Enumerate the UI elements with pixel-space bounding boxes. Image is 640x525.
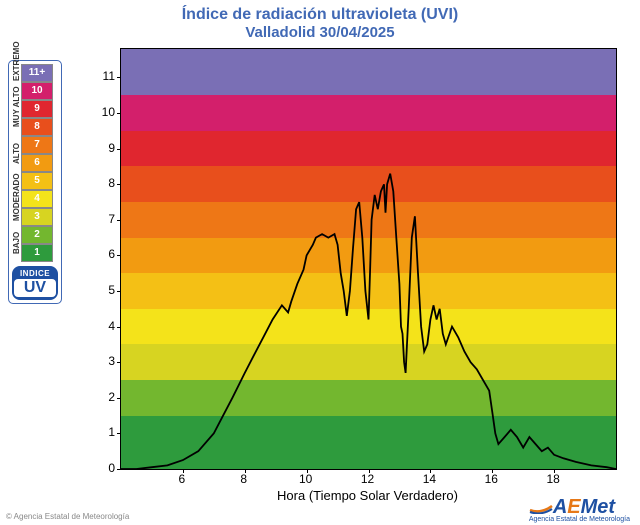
y-tick-label: 2 <box>95 390 115 404</box>
legend-category-row: EXTREMO11+ <box>12 64 58 82</box>
legend-swatch: 4 <box>21 190 53 208</box>
legend-swatch: 1 <box>21 244 53 262</box>
y-tick-label: 6 <box>95 247 115 261</box>
logo-e: E <box>567 496 580 518</box>
y-tick-label: 9 <box>95 141 115 155</box>
y-tick-mark <box>117 220 121 221</box>
y-tick-mark <box>117 362 121 363</box>
copyright-text: © Agencia Estatal de Meteorología <box>6 512 129 521</box>
legend-swatch: 11+ <box>21 64 53 82</box>
x-tick-label: 18 <box>546 472 559 486</box>
legend-swatch: 6 <box>21 154 53 172</box>
legend-swatch: 2 <box>21 226 53 244</box>
legend-category-label: BAJO <box>12 226 21 260</box>
chart-subtitle: Valladolid 30/04/2025 <box>0 24 640 41</box>
x-tick-label: 8 <box>240 472 247 486</box>
legend-swatch: 5 <box>21 172 53 190</box>
plot-area <box>120 48 617 470</box>
legend-swatch: 3 <box>21 208 53 226</box>
legend-category-label: ALTO <box>12 136 21 170</box>
badge-uv-text: UV <box>14 279 56 297</box>
y-tick-mark <box>117 469 121 470</box>
x-tick-label: 14 <box>423 472 436 486</box>
legend-swatch: 7 <box>21 136 53 154</box>
y-tick-label: 8 <box>95 176 115 190</box>
y-tick-mark <box>117 77 121 78</box>
y-tick-label: 1 <box>95 425 115 439</box>
legend-category-row: BAJO21 <box>12 226 58 262</box>
aemet-logo: AEMet Agencia Estatal de Meteorología <box>529 496 630 523</box>
y-tick-mark <box>117 398 121 399</box>
logo-a: A <box>553 496 567 518</box>
legend-category-row: ALTO76 <box>12 136 58 172</box>
y-tick-label: 4 <box>95 319 115 333</box>
uv-legend: EXTREMO11+MUY ALTO1098ALTO76MODERADO543B… <box>8 60 62 304</box>
x-tick-label: 6 <box>179 472 186 486</box>
x-tick-label: 10 <box>299 472 312 486</box>
y-tick-label: 11 <box>95 69 115 83</box>
y-tick-label: 5 <box>95 283 115 297</box>
y-tick-mark <box>117 149 121 150</box>
uvi-line <box>121 49 616 469</box>
legend-swatch: 8 <box>21 118 53 136</box>
x-tick-label: 16 <box>485 472 498 486</box>
legend-swatch: 9 <box>21 100 53 118</box>
uv-index-badge: INDICE UV <box>12 266 58 300</box>
legend-category-label: MUY ALTO <box>12 82 21 132</box>
legend-swatch: 10 <box>21 82 53 100</box>
legend-category-row: MUY ALTO1098 <box>12 82 58 136</box>
y-tick-mark <box>117 255 121 256</box>
y-tick-label: 7 <box>95 212 115 226</box>
legend-category-label: MODERADO <box>12 172 21 222</box>
chart-title: Índice de radiación ultravioleta (UVI) <box>0 0 640 24</box>
y-tick-mark <box>117 113 121 114</box>
badge-indice-text: INDICE <box>14 269 56 278</box>
y-tick-label: 0 <box>95 461 115 475</box>
y-tick-mark <box>117 291 121 292</box>
logo-subtitle: Agencia Estatal de Meteorología <box>529 516 630 523</box>
y-tick-label: 10 <box>95 105 115 119</box>
logo-met: Met <box>581 496 615 518</box>
x-tick-label: 12 <box>361 472 374 486</box>
legend-category-label: EXTREMO <box>12 64 21 82</box>
y-tick-mark <box>117 184 121 185</box>
aemet-swoosh-icon <box>529 500 553 514</box>
legend-category-row: MODERADO543 <box>12 172 58 226</box>
y-tick-mark <box>117 327 121 328</box>
y-tick-mark <box>117 433 121 434</box>
y-tick-label: 3 <box>95 354 115 368</box>
